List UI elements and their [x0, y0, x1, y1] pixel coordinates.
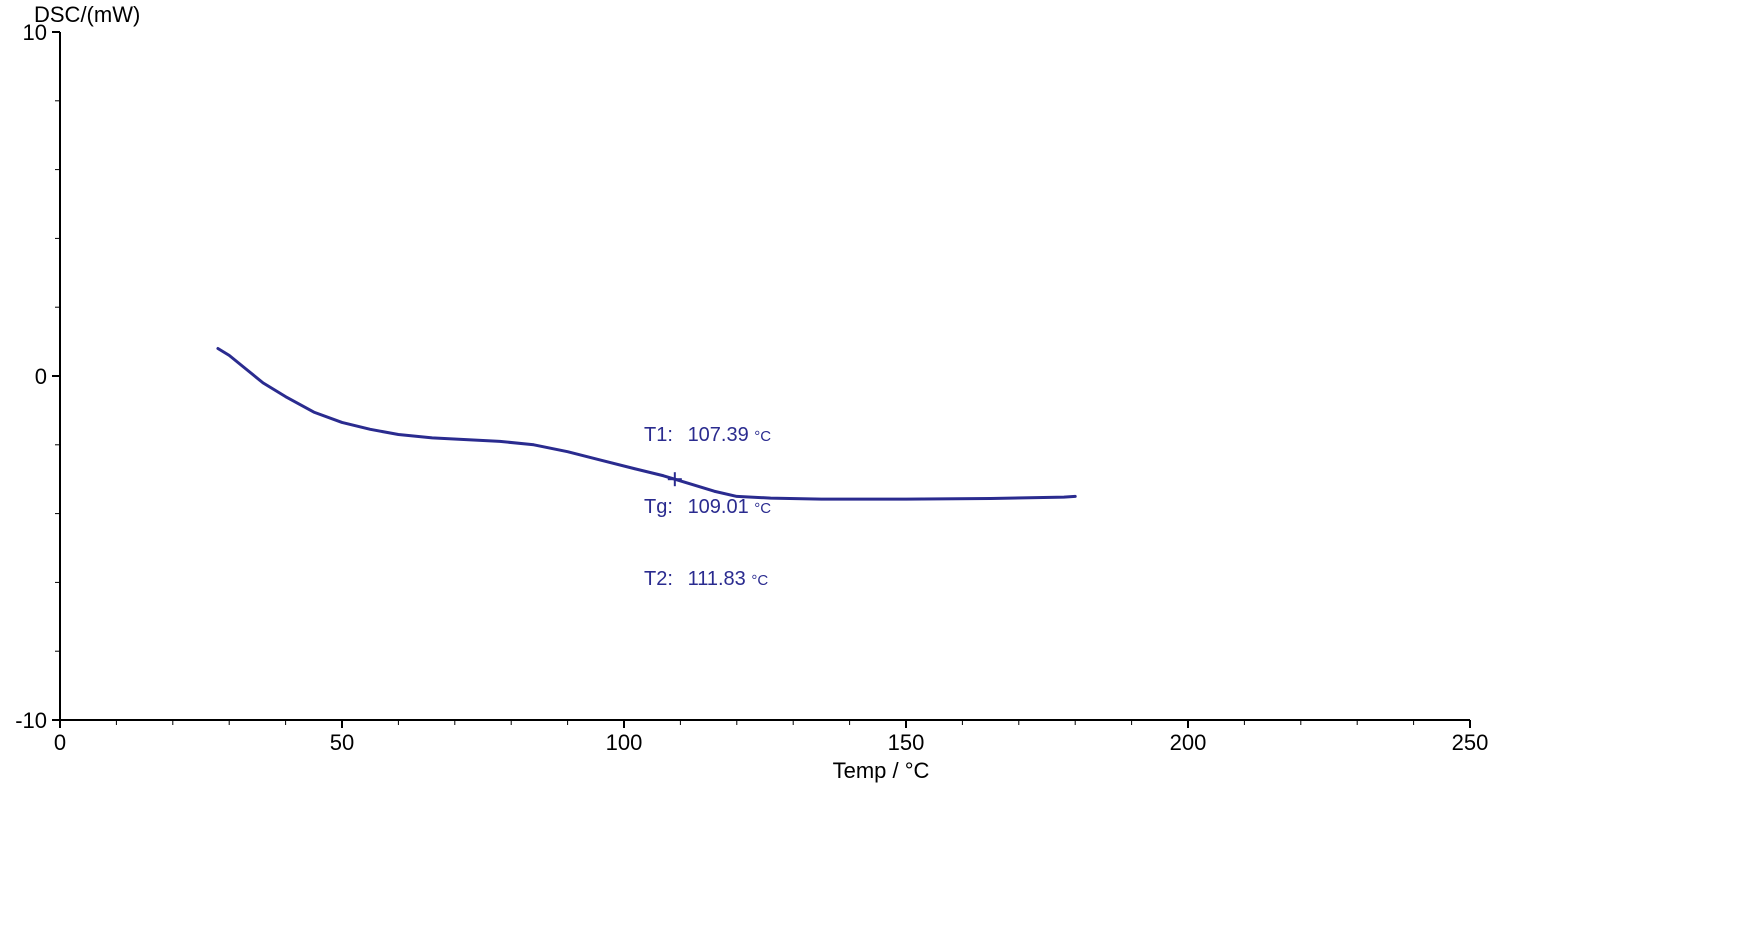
- anno-value: 111.83: [688, 568, 746, 590]
- x-tick-label: 250: [1452, 730, 1489, 756]
- y-tick-label: -10: [0, 708, 47, 734]
- x-tick-label: 200: [1170, 730, 1207, 756]
- tg-annotation: T1: 107.39 °C Tg: 109.01 °C T2: 111.83 °…: [644, 375, 771, 639]
- anno-value: 109.01: [688, 496, 749, 518]
- anno-label: Tg:: [644, 495, 682, 519]
- annotation-row: T1: 107.39 °C: [644, 423, 771, 447]
- anno-value: 107.39: [688, 424, 749, 446]
- y-axis-label: DSC/(mW): [34, 2, 140, 28]
- y-tick-label: 10: [0, 20, 47, 46]
- anno-unit: °C: [754, 500, 771, 517]
- anno-label: T1:: [644, 423, 682, 447]
- chart-svg: [0, 0, 1762, 926]
- annotation-row: Tg: 109.01 °C: [644, 495, 771, 519]
- dsc-chart: DSC/(mW) -10 0 10 0 50 100 150 200 250 Temp / °…: [0, 0, 1762, 926]
- annotation-row: T2: 111.83 °C: [644, 567, 771, 591]
- x-tick-label: 50: [330, 730, 354, 756]
- x-axis-label: Temp / °C: [833, 758, 930, 784]
- x-tick-label: 100: [606, 730, 643, 756]
- anno-label: T2:: [644, 567, 682, 591]
- x-tick-label: 0: [54, 730, 66, 756]
- anno-unit: °C: [751, 572, 768, 589]
- y-tick-label: 0: [0, 364, 47, 390]
- anno-unit: °C: [754, 428, 771, 445]
- x-tick-label: 150: [888, 730, 925, 756]
